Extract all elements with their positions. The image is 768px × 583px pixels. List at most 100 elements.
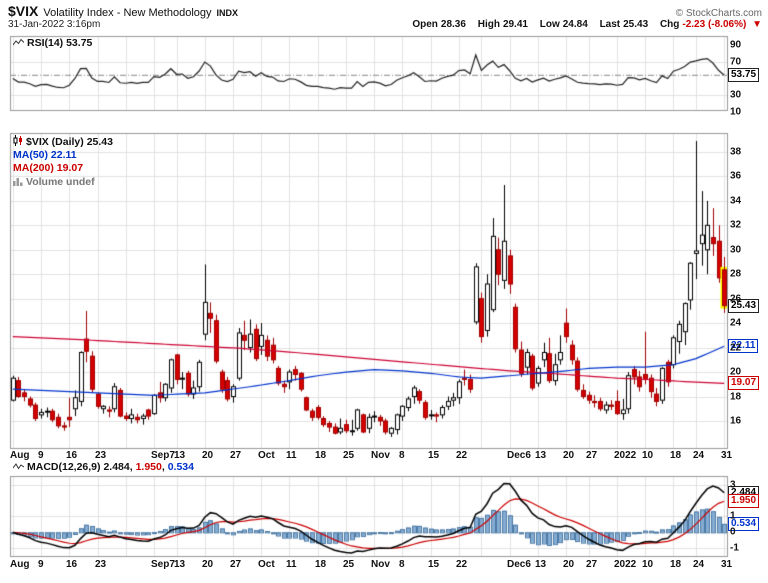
y-tick-label: -1 [730, 542, 739, 554]
low-label: Low [539, 19, 560, 30]
x-tick-label: 8 [399, 450, 405, 461]
legend-ma50: MA(50) 22.11 [13, 148, 77, 161]
x-tick-label: Oct [258, 450, 275, 461]
macd-legend-name: MACD(12,26,9) [27, 461, 101, 473]
x-tick-label: 22 [456, 559, 468, 570]
y-tick-label: 20 [730, 366, 742, 378]
legend-comma-1: , [129, 461, 133, 473]
symbol-label: $VIX [8, 3, 39, 19]
x-tick-label: 25 [343, 450, 355, 461]
x-tick-label: Sep7 [151, 559, 175, 570]
x-tick-label: 2022 [614, 559, 637, 570]
low-value: 24.84 [562, 19, 588, 30]
x-tick-label: 25 [343, 559, 355, 570]
legend-ma200: MA(200) 19.07 [13, 162, 84, 174]
x-tick-label: 27 [230, 450, 242, 461]
chg-label: Chg [659, 19, 680, 30]
y-tick-label: 36 [730, 170, 742, 182]
macd-icon [12, 462, 25, 474]
y-tick-label: 3 [730, 479, 736, 491]
x-tick-label: 11 [286, 450, 297, 461]
x-tick-label: 11 [286, 559, 297, 570]
open-label: Open [412, 19, 438, 30]
ma200-value-box: 19.07 [728, 376, 760, 391]
x-tick-label: 24 [693, 450, 705, 461]
y-tick-label: 18 [730, 391, 742, 403]
x-axis-labels-main: Aug 9 16 23 Sep7 13 20 27 Oct 11 18 25 Nov 8 15 22 Dec6 1… [0, 450, 768, 462]
rsi-icon [12, 38, 25, 50]
last-label: Last [599, 19, 621, 30]
main-chart-legend: $VIX (Daily) 25.43 MA(50) 22.11 MA(200) … [13, 135, 113, 189]
x-tick-label: 22 [456, 450, 468, 461]
rsi-current-value-box: 53.75 [728, 68, 760, 83]
x-tick-label: 23 [95, 450, 107, 461]
macd-hist-value-box: 0.534 [728, 516, 760, 531]
quote-strip: Open 28.36 High 29.41 Low 24.84 Last 25.43 C… [403, 19, 762, 30]
legend-price-line: $VIX (Daily) 25.43 [13, 135, 113, 149]
x-tick-label: Aug [10, 450, 30, 461]
x-tick-label: 27 [230, 559, 242, 570]
x-tick-label: 10 [642, 450, 654, 461]
macd-hist-value: 0.534 [167, 461, 194, 473]
macd-value: 2.484 [103, 461, 130, 473]
x-tick-label: 18 [670, 559, 682, 570]
y-tick-label: 1 [730, 510, 736, 522]
down-arrow-icon: ▼ [752, 19, 762, 30]
y-tick-label: 34 [730, 195, 742, 207]
x-tick-label: 9 [38, 450, 44, 461]
x-tick-label: 20 [563, 559, 575, 570]
legend-comma-2: , [161, 461, 165, 473]
legend-price-label: $VIX (Daily) 25.43 [26, 136, 113, 148]
macd-signal-value-box: 1.950 [728, 494, 760, 509]
x-tick-label: 8 [399, 559, 405, 570]
quote-row: 31-Jan-2022 3:16pm Open 28.36 High 29.41 L… [8, 19, 762, 30]
y-tick-label: 22 [730, 342, 742, 354]
high-value: 29.41 [502, 19, 528, 30]
x-tick-label: 13 [174, 450, 186, 461]
exchange-label: INDX [216, 8, 239, 18]
last-price-box: 25.43 [728, 298, 760, 313]
x-tick-label: 20 [563, 450, 575, 461]
legend-volume-label: Volume undef [26, 175, 95, 188]
rsi-legend-label: RSI(14) 53.75 [27, 37, 93, 49]
x-tick-label: 13 [535, 450, 547, 461]
y-tick-label: 28 [730, 268, 742, 280]
stockcharts-copyright-link[interactable]: © StockCharts.com [675, 8, 762, 19]
chart-header: $VIX Volatility Index - New Methodology IN… [8, 3, 762, 21]
x-tick-label: Oct [258, 559, 275, 570]
x-tick-label: Nov [371, 450, 390, 461]
y-tick-label: 90 [730, 39, 742, 51]
y-tick-label: 70 [730, 56, 742, 68]
legend-volume-line: Volume undef [13, 176, 113, 190]
x-tick-label: 31 [721, 559, 733, 570]
x-tick-label: Nov [371, 559, 390, 570]
x-tick-label: 2022 [614, 450, 637, 461]
title-block: $VIX Volatility Index - New Methodology IN… [8, 3, 238, 21]
x-axis-labels-macd: Aug 9 16 23 Sep7 13 20 27 Oct 11 18 25 Nov 8 15 22 Dec6 1… [0, 559, 768, 571]
last-value: 25.43 [623, 19, 649, 30]
y-tick-label: 10 [730, 106, 742, 118]
y-tick-label: 0 [730, 526, 736, 538]
x-tick-label: 20 [202, 559, 214, 570]
x-tick-label: 24 [693, 559, 705, 570]
x-tick-label: 9 [38, 559, 44, 570]
x-tick-label: 15 [428, 559, 440, 570]
y-tick-label: 24 [730, 317, 742, 329]
candlestick-icon [13, 135, 23, 151]
macd-legend: MACD(12,26,9) 2.484, 1.950, 0.534 [12, 461, 194, 474]
y-tick-label: 16 [730, 415, 742, 427]
high-label: High [477, 19, 500, 30]
x-tick-label: Dec6 [507, 559, 531, 570]
x-tick-label: 16 [66, 450, 78, 461]
macd-signal-value: 1.950 [135, 461, 162, 473]
ma50-value-box: 22.11 [728, 339, 759, 354]
x-tick-label: 16 [66, 559, 78, 570]
x-tick-label: 31 [721, 450, 733, 461]
x-tick-label: Sep7 [151, 450, 175, 461]
x-tick-label: 27 [586, 450, 598, 461]
y-tick-label: 38 [730, 146, 742, 158]
x-tick-label: 20 [202, 450, 214, 461]
chg-value: -2.23 (-8.06%) [682, 19, 747, 30]
y-tick-label: 30 [730, 244, 742, 256]
